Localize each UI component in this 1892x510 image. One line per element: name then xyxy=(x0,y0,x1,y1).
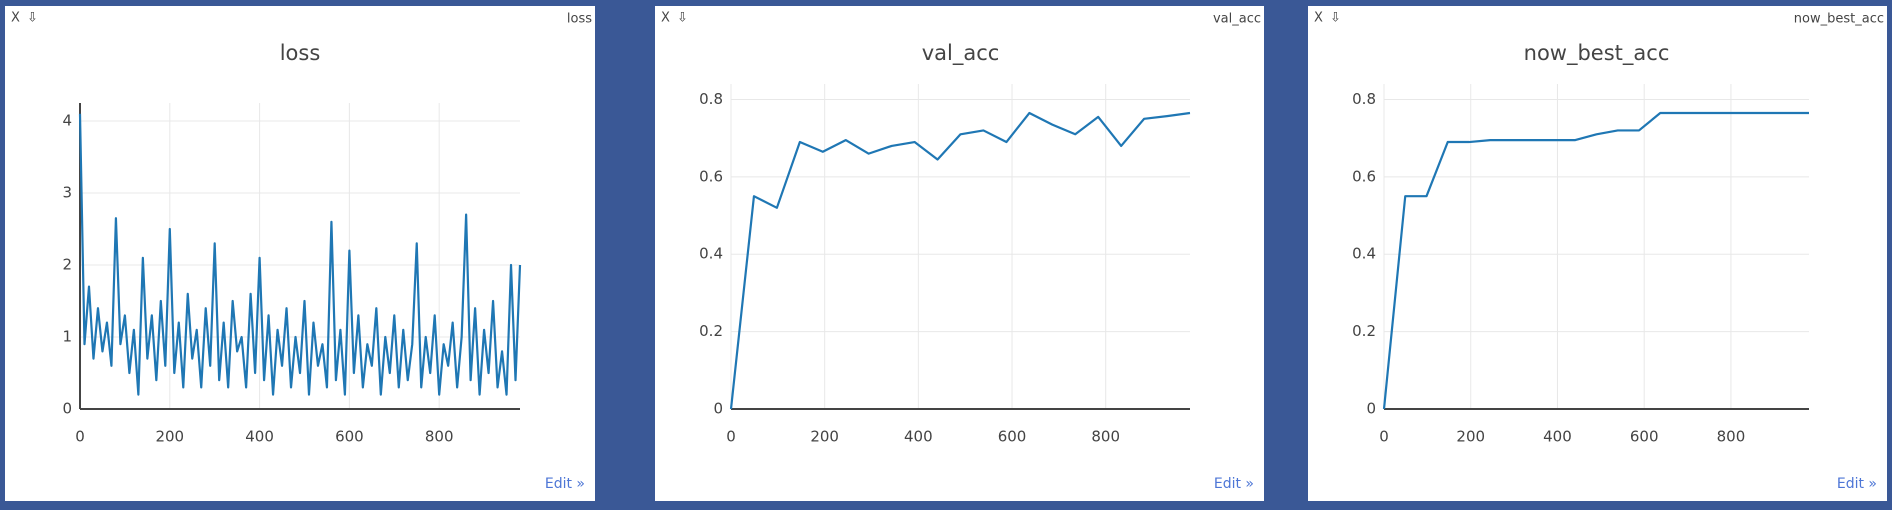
x-tick-label: 800 xyxy=(1091,428,1120,446)
y-tick-label: 0.2 xyxy=(1352,322,1376,340)
x-tick-label: 600 xyxy=(335,428,364,446)
x-tick-label: 0 xyxy=(1379,428,1389,446)
window-label: val_acc xyxy=(1213,12,1261,27)
y-tick-label: 4 xyxy=(62,112,72,130)
x-tick-label: 200 xyxy=(810,428,839,446)
y-tick-label: 0.8 xyxy=(699,90,723,108)
chart-title: now_best_acc xyxy=(1524,41,1670,66)
y-tick-label: 0.8 xyxy=(1352,90,1376,108)
chart-title: loss xyxy=(280,41,321,65)
y-tick-label: 0.6 xyxy=(699,167,723,185)
data-line xyxy=(1382,111,1809,410)
x-tick-label: 0 xyxy=(75,428,85,446)
chart-title: val_acc xyxy=(922,41,1000,66)
y-tick-label: 0.2 xyxy=(699,322,723,340)
x-tick-label: 400 xyxy=(904,428,933,446)
download-button[interactable]: ⇩ xyxy=(27,11,38,26)
edit-link[interactable]: Edit » xyxy=(1837,476,1877,492)
x-tick-label: 800 xyxy=(1717,428,1746,446)
y-tick-label: 0 xyxy=(62,400,72,418)
close-button[interactable]: X xyxy=(1314,11,1323,26)
window xyxy=(655,6,1264,501)
x-tick-label: 200 xyxy=(1456,428,1485,446)
window-label: now_best_acc xyxy=(1794,12,1884,27)
x-tick-label: 600 xyxy=(1630,428,1659,446)
x-tick-label: 0 xyxy=(726,428,736,446)
edit-link[interactable]: Edit » xyxy=(545,476,585,492)
y-tick-label: 2 xyxy=(62,256,72,274)
window-label: loss xyxy=(567,12,592,27)
y-tick-label: 0 xyxy=(1366,400,1376,418)
download-button[interactable]: ⇩ xyxy=(1330,11,1341,26)
data-line xyxy=(78,113,522,396)
download-button[interactable]: ⇩ xyxy=(677,11,688,26)
x-tick-label: 600 xyxy=(998,428,1027,446)
y-tick-label: 0.6 xyxy=(1352,167,1376,185)
data-line xyxy=(729,111,1191,410)
y-tick-label: 3 xyxy=(62,184,72,202)
edit-link[interactable]: Edit » xyxy=(1214,476,1254,492)
x-tick-label: 400 xyxy=(1543,428,1572,446)
close-button[interactable]: X xyxy=(661,11,670,26)
close-button[interactable]: X xyxy=(11,11,20,26)
window xyxy=(1308,6,1887,501)
x-tick-label: 200 xyxy=(155,428,184,446)
x-tick-label: 800 xyxy=(425,428,454,446)
window xyxy=(5,6,595,501)
x-tick-label: 400 xyxy=(245,428,274,446)
y-tick-label: 0.4 xyxy=(699,245,723,263)
y-tick-label: 0 xyxy=(713,400,723,418)
y-tick-label: 1 xyxy=(62,328,72,346)
y-tick-label: 0.4 xyxy=(1352,245,1376,263)
